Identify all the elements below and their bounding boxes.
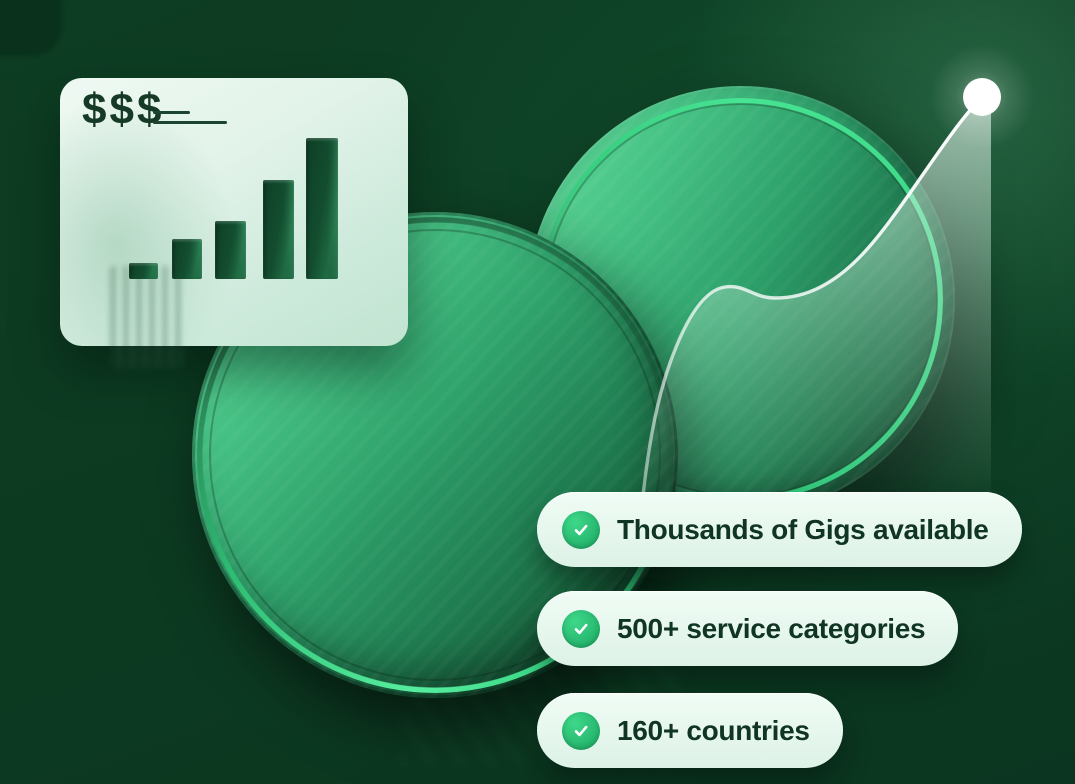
badge-label: 160+ countries (617, 714, 810, 746)
underline-decor (153, 121, 227, 124)
dollar-signs-label: $$$ (82, 85, 165, 134)
growth-area (641, 99, 991, 514)
bar-chart-bar (172, 239, 202, 279)
check-circle-icon (562, 711, 600, 750)
badge-gigs-available: Thousands of Gigs available (537, 492, 1022, 567)
badge-service-categories: 500+ service categories (537, 591, 959, 666)
check-circle-icon (562, 510, 600, 549)
bar-chart-bar (263, 180, 294, 279)
underline-decor (153, 111, 190, 114)
bar-chart-bar (129, 263, 158, 279)
corner-shade-decor (0, 0, 62, 56)
bar-chart-bar (306, 138, 338, 279)
check-circle-icon (562, 609, 600, 648)
motion-blur-decor (110, 266, 184, 368)
endpoint-dot (963, 78, 1001, 116)
badge-label: 500+ service categories (617, 612, 926, 644)
bar-chart-bar (215, 221, 246, 279)
badge-label: Thousands of Gigs available (617, 513, 989, 545)
earnings-card: $$$ (60, 78, 408, 368)
badge-countries: 160+ countries (537, 693, 843, 768)
growth-line (639, 97, 983, 516)
